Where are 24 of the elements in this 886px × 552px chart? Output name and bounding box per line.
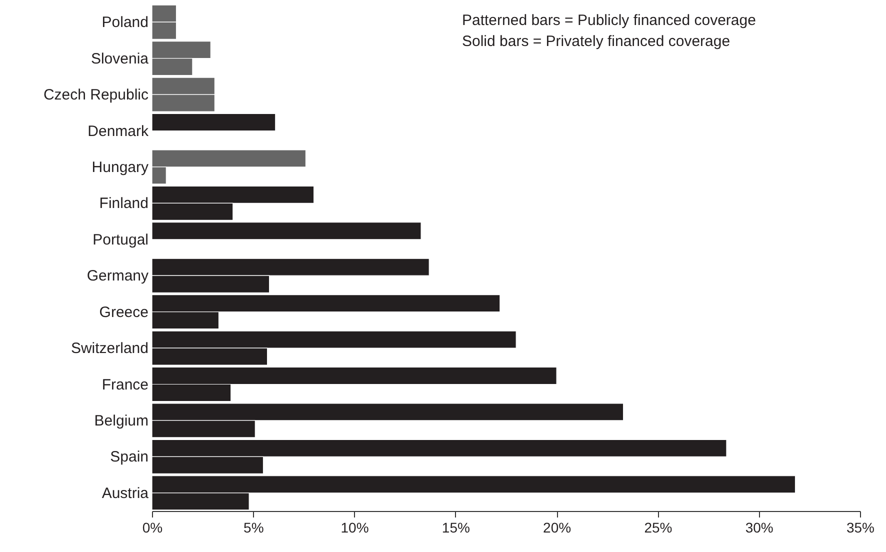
x-tick-label: 20%	[543, 520, 572, 536]
y-tick-label: Switzerland	[70, 340, 148, 358]
annotation: Patterned bars = Publicly financed coverage	[462, 12, 756, 29]
y-tick-label: Belgium	[94, 412, 148, 430]
x-tick-label: 10%	[340, 520, 369, 536]
y-tick-label: Czech Republic	[43, 86, 149, 104]
y-tick-label: Spain	[110, 448, 148, 466]
x-tick-label: 30%	[745, 520, 774, 536]
y-tick-label: Denmark	[88, 122, 149, 140]
y-tick-label: Austria	[102, 484, 150, 502]
y-tick-label: Portugal	[92, 231, 148, 248]
y-tick-label: Slovenia	[90, 50, 150, 68]
x-tick-label: 25%	[644, 520, 672, 536]
y-tick-label: Greece	[99, 304, 148, 321]
x-tick-label: 0%	[142, 520, 163, 536]
x-tick-label: 15%	[442, 520, 470, 536]
annotation: Solid bars = Privately financed coverage	[462, 33, 730, 50]
y-tick-label: Poland	[102, 14, 148, 32]
y-tick-label: Germany	[86, 268, 149, 285]
y-tick-label: Finland	[99, 195, 148, 212]
y-tick-label: Hungary	[92, 158, 149, 176]
x-tick-label: 5%	[244, 520, 264, 536]
x-tick-label: 35%	[846, 520, 875, 536]
y-tick-label: France	[102, 376, 148, 394]
